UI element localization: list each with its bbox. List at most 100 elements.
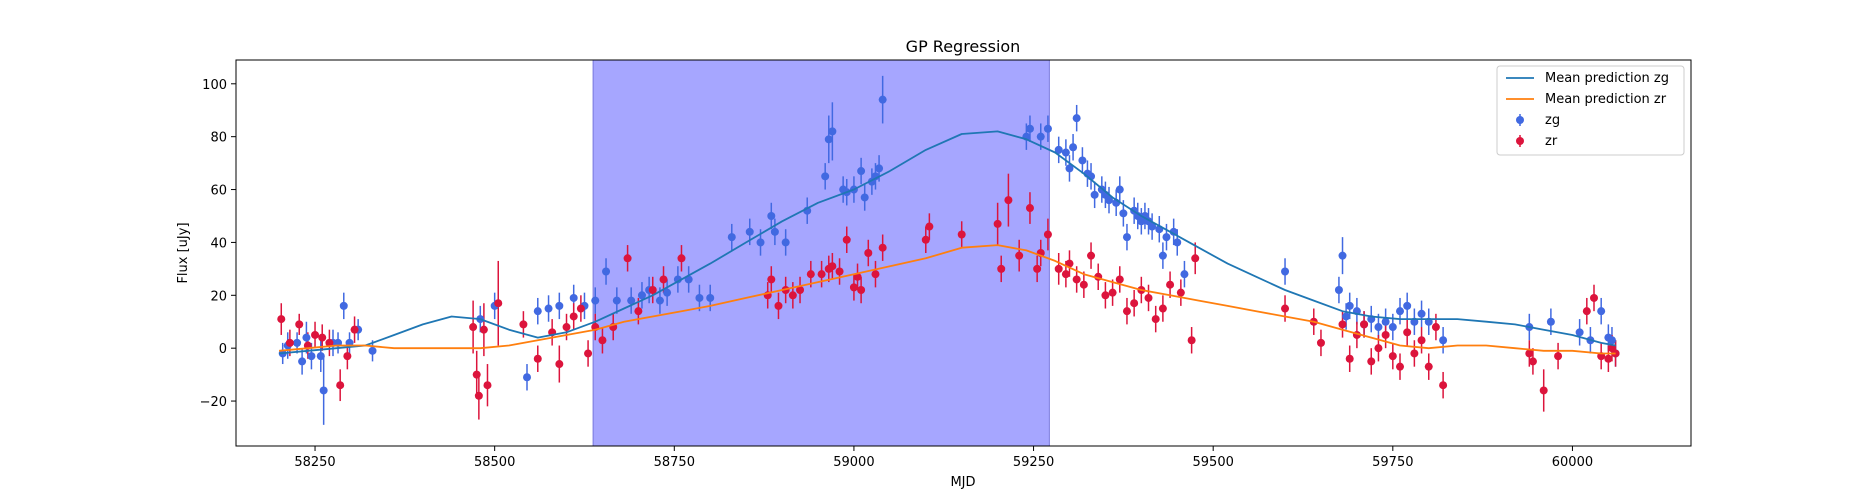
zg-point [1025,124,1034,133]
zr-point [1582,307,1591,316]
x-tick-label: 58750 [654,455,695,470]
zr-point [796,286,805,295]
zg-point [1162,233,1171,242]
zr-point [562,323,571,332]
zg-point [1078,156,1087,165]
mean-prediction-zr-line [279,244,1616,355]
zg-point [1122,233,1131,242]
zr-point [677,254,686,263]
zr-point [957,230,966,239]
y-tick-label: 40 [210,236,227,251]
zr-point [997,264,1006,273]
zg-point [1374,323,1383,332]
zg-point [1417,309,1426,318]
zg-point [1061,148,1070,157]
zr-point [1410,349,1419,358]
zg-point [1546,317,1555,326]
zr-point [1439,381,1448,390]
zr-point [1054,264,1063,273]
shaded-region [592,59,1050,447]
zg-point [824,135,833,144]
zr-point [1345,354,1354,363]
zr-point [1004,196,1013,205]
zr-point [1388,352,1397,361]
x-tick-label: 58250 [294,455,335,470]
zr-point [1025,204,1034,213]
zr-point [993,219,1002,228]
legend-swatch-zr [1516,135,1524,147]
legend-swatch-zg [1516,114,1524,126]
zr-point [623,254,632,263]
zg-point [1043,124,1052,133]
y-tick-label: 0 [219,342,227,357]
x-tick-label: 59500 [1193,455,1234,470]
zg-point [1345,301,1354,310]
zr-point [1191,254,1200,263]
zg-point [637,291,646,300]
zr-point [1061,270,1070,279]
zg-point [1388,323,1397,332]
zg-point [569,293,578,302]
zr-point [343,352,352,361]
zg-point [302,333,311,342]
legend-marker [1516,116,1524,124]
zg-point [298,357,307,366]
zg-point [828,127,837,136]
zg-point [1173,238,1182,247]
zg-point [1403,301,1412,310]
zr-point [277,315,286,324]
zr-point [1525,349,1534,358]
zg-point [555,301,564,310]
zr-point [1374,344,1383,353]
zr-point [325,338,334,347]
legend-label-mean-zr: Mean prediction zr [1545,92,1667,107]
zr-point [1554,352,1563,361]
zg-point [1072,114,1081,123]
zr-point [788,291,797,300]
zg-point [612,296,621,305]
x-tick-label: 59000 [833,455,874,470]
zr-point [1417,336,1426,345]
zr-point [555,360,564,369]
y-tick-label: 80 [210,131,227,146]
zr-point [1281,304,1290,313]
mean-prediction-zg-line [279,130,1616,355]
zg-point [1338,251,1347,260]
zg-point [781,238,790,247]
legend: Mean prediction zg Mean prediction zr zg… [1496,65,1685,156]
zr-point [857,286,866,295]
zr-point [842,235,851,244]
zg-point [1381,317,1390,326]
zg-point [756,238,765,247]
zg-point [602,267,611,276]
zg-point [1090,190,1099,199]
zr-point [767,275,776,284]
legend-box [1496,65,1685,156]
x-tick-label: 58500 [474,455,515,470]
zr-point [1381,330,1390,339]
zg-point [1281,267,1290,276]
zr-point [878,243,887,252]
zr-point [871,270,880,279]
y-axis-label: Flux [uJy] [176,222,191,283]
zg-point [1607,336,1616,345]
zg-point [770,227,779,236]
zg-point [316,352,325,361]
zr-point [1122,307,1131,316]
zg-point [767,211,776,220]
zr-point [1367,357,1376,366]
y-tick-label: 60 [210,184,227,199]
zr-point [1043,230,1052,239]
zr-point [828,262,837,271]
zg-point [857,167,866,176]
zg-point [1115,185,1124,194]
zg-point [1597,307,1606,316]
zg-point [627,296,636,305]
y-tick-label: 20 [210,289,227,304]
zg-point [706,293,715,302]
zr-point [648,286,657,295]
zg-point [695,293,704,302]
zr-point [1360,320,1369,329]
zr-point [1101,291,1110,300]
